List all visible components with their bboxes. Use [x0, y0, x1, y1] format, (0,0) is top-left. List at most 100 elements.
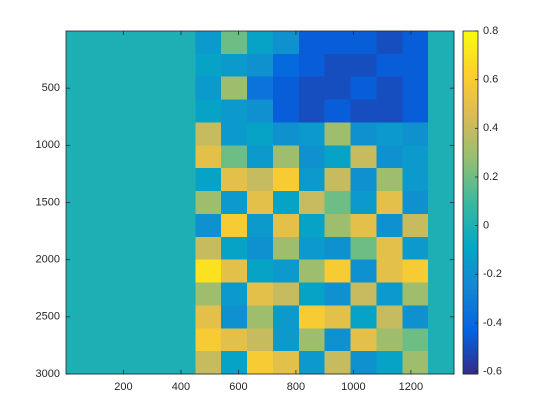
- cell: [169, 31, 196, 55]
- colorbar-swatch: [463, 256, 478, 261]
- y-tick-label: 1000: [36, 139, 60, 151]
- colorbar-swatch: [463, 368, 478, 372]
- cell: [169, 305, 196, 329]
- colorbar-swatch: [463, 211, 478, 215]
- cell: [324, 236, 352, 261]
- colorbar-swatch: [463, 39, 478, 43]
- cell: [428, 328, 455, 352]
- cell: [324, 122, 352, 146]
- cell: [221, 259, 248, 284]
- cell: [247, 282, 274, 306]
- colorbar-swatch: [463, 196, 478, 201]
- cell: [169, 53, 196, 78]
- cell: [221, 53, 248, 78]
- cell: [66, 76, 93, 101]
- colorbar-swatch: [463, 182, 478, 186]
- cell: [402, 236, 429, 261]
- colorbar-swatch: [463, 262, 478, 266]
- cell: [272, 282, 300, 306]
- colorbar-swatch: [463, 162, 478, 166]
- cell: [221, 191, 248, 215]
- colorbar-swatch: [463, 279, 478, 284]
- cell: [376, 282, 403, 306]
- cell: [195, 259, 222, 284]
- colorbar-swatch: [463, 231, 478, 235]
- cell: [272, 168, 300, 192]
- cell: [298, 99, 326, 123]
- cell: [402, 99, 429, 123]
- cell: [402, 213, 429, 238]
- cell: [143, 351, 170, 375]
- cell: [247, 76, 274, 101]
- colorbar-swatch: [463, 202, 478, 206]
- colorbar-swatch: [463, 353, 478, 358]
- cell: [66, 213, 93, 238]
- cell: [272, 145, 300, 169]
- colorbar-swatch: [463, 311, 478, 315]
- colorbar-swatch: [463, 328, 478, 332]
- colorbar-swatch: [463, 219, 478, 224]
- cell: [272, 328, 300, 352]
- cell: [324, 99, 352, 123]
- cell: [66, 168, 93, 192]
- colorbar-swatch: [463, 42, 478, 46]
- colorbar-swatch: [463, 185, 478, 189]
- cell: [428, 31, 455, 55]
- cell: [298, 122, 326, 146]
- colorbar-swatch: [463, 233, 478, 238]
- cell: [91, 305, 119, 329]
- cell: [195, 236, 222, 261]
- cell: [376, 122, 403, 146]
- cell: [117, 122, 145, 146]
- cell: [247, 145, 274, 169]
- colorbar-swatch: [463, 282, 478, 286]
- cell: [272, 191, 300, 215]
- cell: [169, 145, 196, 169]
- colorbar-swatch: [463, 156, 478, 161]
- colorbar-swatch: [463, 199, 478, 203]
- colorbar-swatch: [463, 51, 478, 55]
- cell: [66, 31, 93, 55]
- cell: [169, 259, 196, 284]
- cell: [402, 282, 429, 306]
- colorbar-swatch: [463, 351, 478, 355]
- cell: [272, 213, 300, 238]
- cell: [376, 168, 403, 192]
- colorbar-swatch: [463, 276, 478, 281]
- cell: [272, 53, 300, 78]
- cell: [247, 53, 274, 78]
- cell: [376, 76, 403, 101]
- cell: [143, 259, 170, 284]
- y-tick-label: 2500: [36, 311, 60, 323]
- colorbar-swatch: [463, 176, 478, 181]
- cell: [195, 328, 222, 352]
- cell: [91, 351, 119, 375]
- cell: [350, 259, 377, 284]
- colorbar-swatch: [463, 253, 478, 258]
- colorbar-swatch: [463, 31, 478, 35]
- cell: [428, 213, 455, 238]
- colorbar-swatch: [463, 259, 478, 264]
- colorbar-swatch: [463, 296, 478, 301]
- cell: [428, 259, 455, 284]
- colorbar-swatch: [463, 159, 478, 163]
- colorbar-swatch: [463, 91, 478, 95]
- cell: [169, 191, 196, 215]
- cell: [428, 191, 455, 215]
- cell: [247, 351, 274, 375]
- colorbar-swatch: [463, 142, 478, 146]
- cell: [272, 259, 300, 284]
- cell: [117, 328, 145, 352]
- cell: [428, 351, 455, 375]
- colorbar-swatch: [463, 213, 478, 218]
- cell: [298, 282, 326, 306]
- cell: [324, 145, 352, 169]
- cell: [221, 122, 248, 146]
- colorbar-tick-label: 0.2: [483, 171, 498, 183]
- cell: [221, 351, 248, 375]
- cell: [91, 31, 119, 55]
- cell: [324, 53, 352, 78]
- colorbar-swatch: [463, 339, 478, 344]
- cell: [350, 122, 377, 146]
- colorbar-swatch: [463, 299, 478, 304]
